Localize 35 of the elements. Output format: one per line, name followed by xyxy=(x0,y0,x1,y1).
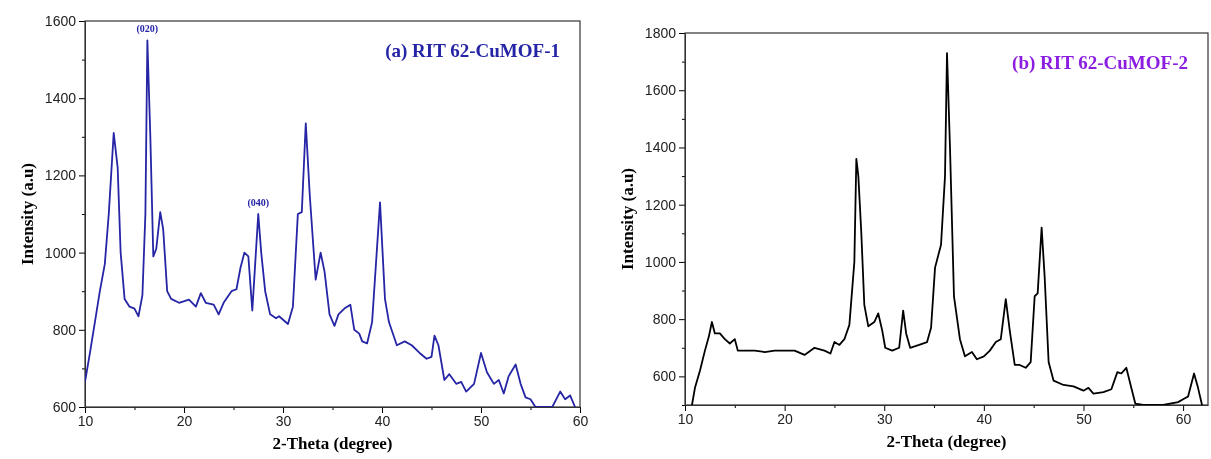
y-tick-label: 800 xyxy=(652,311,677,328)
x-tick-label: 40 xyxy=(976,410,993,427)
x-tick-label: 60 xyxy=(1175,410,1192,427)
x-tick-label: 60 xyxy=(572,412,589,429)
line-series xyxy=(691,52,1203,405)
x-tick-label: 10 xyxy=(77,412,94,429)
y-tick-label: 600 xyxy=(52,398,77,415)
x-tick-label: 30 xyxy=(275,412,292,429)
x-tick-label: 10 xyxy=(677,410,694,427)
y-tick-label: 800 xyxy=(52,321,77,338)
x-axis-title: 2-Theta (degree) xyxy=(272,434,393,453)
annotation: (040) xyxy=(247,197,270,209)
line-series xyxy=(85,39,576,407)
y-tick-label: 1000 xyxy=(644,253,677,270)
y-tick-label: 1600 xyxy=(644,82,677,99)
y-tick-label: 1200 xyxy=(44,167,77,184)
x-axis-title: 2-Theta (degree) xyxy=(886,432,1007,451)
x-tick-label: 20 xyxy=(777,410,794,427)
x-tick-label: 50 xyxy=(1076,410,1092,427)
x-tick-label: 20 xyxy=(176,412,193,429)
y-tick-label: 600 xyxy=(652,368,677,385)
annotation: (020) xyxy=(136,23,159,36)
x-tick-label: 40 xyxy=(374,412,391,429)
y-tick-label: 1400 xyxy=(44,90,77,107)
y-axis-title: Intensity (a.u) xyxy=(618,167,637,271)
text: (b) RIT 62-CuMOF-2 xyxy=(1012,52,1188,74)
x-tick-label: 50 xyxy=(473,412,490,429)
y-tick-label: 1000 xyxy=(44,244,77,261)
y-tick-label: 1600 xyxy=(44,12,77,29)
y-tick-label: 1200 xyxy=(644,196,677,213)
y-tick-label: 1400 xyxy=(644,139,677,156)
y-axis-title: Intensity (a.u) xyxy=(18,162,37,266)
x-tick-label: 30 xyxy=(876,410,893,427)
y-tick-label: 1800 xyxy=(644,24,677,41)
text: (a) RIT 62-CuMOF-1 xyxy=(385,40,560,62)
